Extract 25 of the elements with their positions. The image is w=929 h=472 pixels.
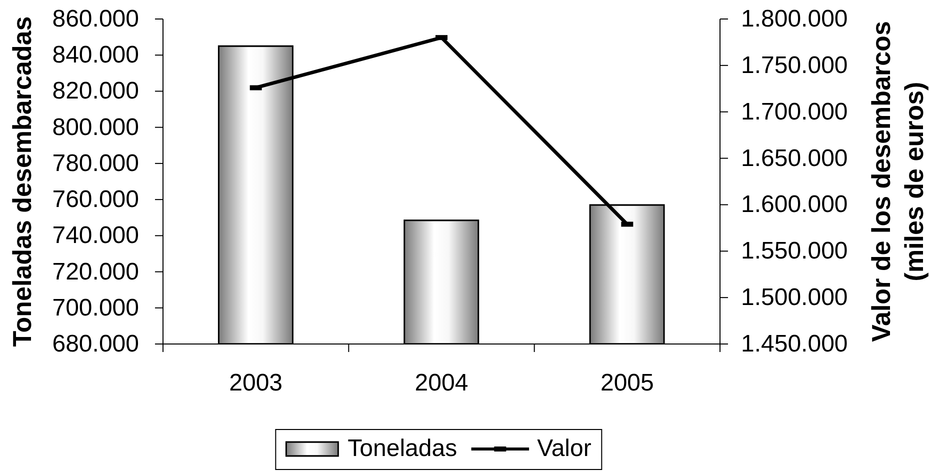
x-tick-label: 2003 xyxy=(229,370,283,396)
y-tick-label: 720.000 xyxy=(52,258,139,286)
legend-label: Toneladas xyxy=(348,435,458,463)
y2-tick-label: 1.750.000 xyxy=(741,52,848,79)
y-tick-label: 740.000 xyxy=(52,222,139,250)
x-tick-label: 2004 xyxy=(414,370,468,396)
y2-tick-label: 1.500.000 xyxy=(741,284,848,312)
legend-label: Valor xyxy=(537,435,592,463)
y2-axis-title: Valor de los desembarcos (miles de euros) xyxy=(866,21,929,342)
y-tick-label: 860.000 xyxy=(52,6,139,32)
y-tick-label: 840.000 xyxy=(52,42,139,69)
y2-tick-label: 1.450.000 xyxy=(741,330,848,358)
y2-tick-label: 1.650.000 xyxy=(741,144,848,172)
y2-tick-label: 1.700.000 xyxy=(741,98,848,126)
y-tick-label: 680.000 xyxy=(52,330,139,358)
y2-tick-label: 1.600.000 xyxy=(741,191,848,218)
y2-tick-label: 1.800.000 xyxy=(741,6,848,32)
y-tick-label: 700.000 xyxy=(52,294,139,322)
y2-tick-label: 1.550.000 xyxy=(741,238,848,265)
x-tick-label: 2005 xyxy=(600,370,654,396)
y-tick-label: 820.000 xyxy=(52,78,139,105)
y-tick-label: 760.000 xyxy=(52,186,139,214)
y-tick-label: 800.000 xyxy=(52,114,139,141)
y-axis-title: Toneladas desembarcadas xyxy=(7,16,37,347)
y-tick-label: 780.000 xyxy=(52,150,139,177)
